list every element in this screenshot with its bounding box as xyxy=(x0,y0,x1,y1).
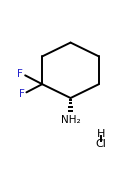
Text: H: H xyxy=(97,129,105,139)
Text: F: F xyxy=(17,69,23,79)
Text: Cl: Cl xyxy=(95,139,106,149)
Text: F: F xyxy=(19,89,25,99)
Text: NH₂: NH₂ xyxy=(61,115,80,125)
